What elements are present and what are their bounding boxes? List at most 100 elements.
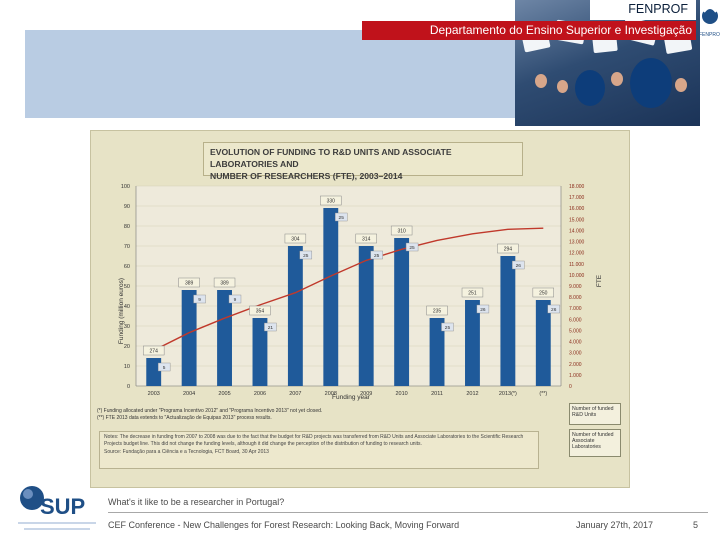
snesup-logo: SUP [18,486,96,530]
units-label: 274 [150,349,159,355]
labs-label: 25 [339,215,345,221]
y-axis-label: Funding (million euros) [118,278,125,344]
fenprof-logo: FENPROF [699,7,720,38]
units-label-box [426,305,448,316]
units-label-box [284,233,307,244]
x-tick-label: 2013(*) [499,391,517,397]
svg-text:SUP: SUP [40,494,85,519]
labs-label-box [476,304,490,314]
y-tick-label: 30 [124,324,130,330]
units-label: 330 [327,199,336,205]
department-title: Departamento do Ensino Superior e Invest… [362,21,696,40]
x-tick-label: 2011 [431,391,443,397]
units-label-box [178,277,200,288]
units-label-box [532,287,554,298]
units-label: 389 [220,281,229,287]
labs-label: 25 [409,245,415,251]
y-tick-label: 40 [124,304,130,310]
labs-label-box [405,242,419,252]
funding-bar [287,246,303,386]
chart-notes: (*) Funding allocated under "Programa In… [97,408,537,422]
labs-label: 21 [268,325,274,331]
y-tick-label: 100 [121,184,130,190]
y-tick-label: 20 [124,344,130,350]
labs-label-box [157,362,171,372]
chart-legend: Number of funded R&D Units Number of fun… [539,401,627,475]
labs-label: 25 [445,325,451,331]
units-label: 294 [504,247,513,253]
y2-tick-label: 7.000 [569,306,582,312]
y2-tick-label: 14.000 [569,228,585,234]
labs-label: 9 [234,297,237,303]
labs-label-box [193,294,206,304]
funding-bar [500,256,516,386]
chart-note-2: (**) FTE 2013 data extends to "Actualiza… [97,415,272,421]
funding-bar [181,290,197,386]
y2-tick-label: 10.000 [569,273,585,279]
labs-label-box [264,322,277,332]
x-tick-label: 2008 [325,391,337,397]
chart-note-1: (*) Funding allocated under "Programa In… [97,408,323,414]
y-tick-label: 80 [124,224,130,230]
units-label: 310 [397,229,406,235]
y2-tick-label: 4.000 [569,340,582,346]
units-label-box [143,345,165,356]
labs-label-box [370,250,383,260]
fte-line [153,227,544,352]
funding-bar [465,300,480,386]
labs-label: 26 [551,307,557,313]
y2-tick-label: 5.000 [569,328,582,334]
y-tick-label: 70 [124,244,130,250]
y2-tick-label: 13.000 [569,240,585,246]
y2-tick-label: 18.000 [569,184,585,190]
labs-label: 26 [516,263,522,269]
units-label-box [390,225,413,236]
units-label: 389 [185,281,194,287]
labs-label-box [228,294,242,304]
units-label: 235 [433,309,442,315]
funding-bar [429,318,445,386]
x-tick-label: 2005 [218,391,230,397]
y-tick-label: 50 [124,284,130,290]
x-tick-label: 2009 [360,391,372,397]
labs-label-box [547,304,560,314]
labs-label-box [441,322,454,332]
funding-bar [252,318,268,386]
units-label-box [320,195,342,206]
svg-text:FENPROF: FENPROF [699,32,720,38]
y2-tick-label: 9.000 [569,284,582,290]
units-label: 354 [256,309,265,315]
x-tick-label: 2006 [254,391,266,397]
chart-notes-box: Notes: The decrease in funding from 2007… [99,431,539,469]
x-tick-label: 2007 [289,391,301,397]
y2-tick-label: 16.000 [569,206,585,212]
units-label-box [461,287,484,298]
y-tick-label: 0 [127,384,130,390]
y2-tick-label: 8.000 [569,295,582,301]
y2-tick-label: 6.000 [569,317,582,323]
x-axis-label: Funding year [332,394,371,401]
chart-title-line1: EVOLUTION OF FUNDING TO R&D UNITS AND AS… [210,147,452,169]
labs-label: 9 [198,297,201,303]
chart-source: Source: Fundação para a Ciência e a Tecn… [104,449,269,455]
y-tick-label: 90 [124,204,130,210]
y2-tick-label: 1.000 [569,373,582,379]
x-tick-label: (**) [539,391,547,397]
x-tick-label: 2010 [396,391,408,397]
y2-tick-label: 0 [569,384,572,390]
units-label: 314 [362,237,371,243]
y-tick-label: 60 [124,264,130,270]
footer-conference: CEF Conference - New Challenges for Fore… [108,520,460,530]
legend-units: Number of funded R&D Units [569,403,621,425]
footer-date: January 27th, 2017 [576,520,654,530]
legend-labs: Number of funded Associate Laboratories [569,429,621,457]
labs-label: 26 [480,307,486,313]
funding-chart: 0 10 20 30 40 50 60 70 80 90 100 0 1.000 2.000 3.000 4.… [118,184,603,401]
chart-title: EVOLUTION OF FUNDING TO R&D UNITS AND AS… [203,142,523,181]
x-tick-label: 2012 [466,391,478,397]
funding-bar [146,358,162,386]
footer-question: What's it like to be a researcher in Por… [108,497,285,507]
labs-label-box [512,260,525,270]
units-label: 304 [291,237,300,243]
chart-box-text: Notes: The decrease in funding from 2007… [104,434,524,447]
